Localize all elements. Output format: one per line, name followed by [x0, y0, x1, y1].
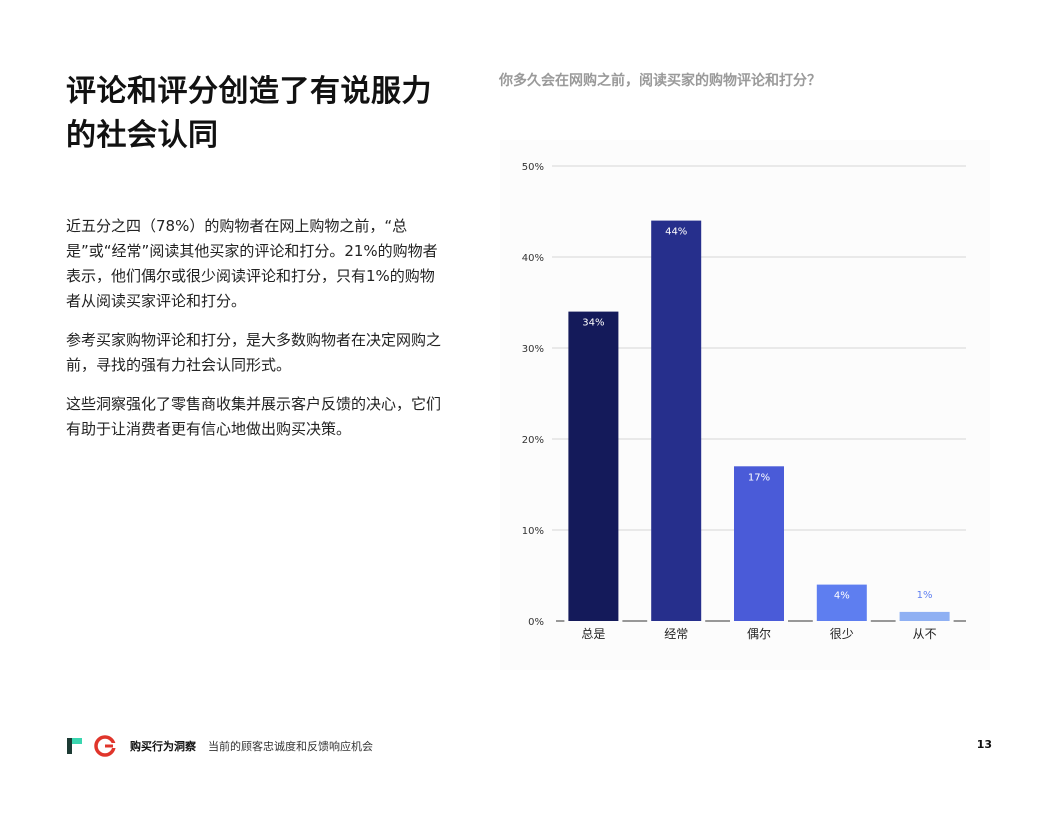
page-number: 13	[976, 738, 992, 751]
bar	[568, 311, 619, 621]
paragraph-1: 近五分之四（78%）的购物者在网上购物之前，“总是”或“经常”阅读其他买家的评论…	[66, 217, 438, 310]
y-tick-label: 20%	[522, 435, 544, 446]
bar	[899, 611, 950, 621]
body-text: 近五分之四（78%）的购物者在网上购物之前，“总是”或“经常”阅读其他买家的评论…	[66, 214, 442, 456]
y-tick-label: 0%	[528, 617, 544, 628]
footer-brand: 购买行为洞察	[130, 740, 196, 753]
bar-value-label: 1%	[917, 590, 933, 601]
y-tick-label: 40%	[522, 253, 544, 264]
footer-subtitle: 当前的顾客忠诚度和反馈响应机会	[208, 740, 373, 753]
bar	[651, 220, 702, 621]
bar-value-label: 44%	[665, 227, 687, 238]
chart-question: 你多久会在网购之前，阅读买家的购物评论和打分？	[499, 73, 821, 89]
x-category-label: 经常	[664, 627, 688, 641]
footer: 购买行为洞察 当前的顾客忠诚度和反馈响应机会 13	[66, 734, 992, 758]
brand-logo-icon	[67, 738, 82, 754]
paragraph-3: 这些洞察强化了零售商收集并展示客户反馈的决心，它们有助于让消费者更有信心地做出购…	[66, 395, 442, 438]
bar-value-label: 17%	[748, 472, 770, 483]
y-tick-label: 50%	[522, 162, 544, 173]
y-tick-label: 10%	[522, 526, 544, 537]
bar-chart: 0% 10% 20% 30% 40% 50% 34% 总是 44% 经常 17% 偶尔 4% 很少 1% 从不	[500, 140, 990, 670]
partner-logo-icon	[94, 735, 116, 757]
bar	[816, 584, 867, 621]
bar-value-label: 34%	[582, 318, 604, 329]
bar	[734, 466, 784, 621]
bar-value-label: 4%	[834, 591, 850, 602]
page-headline: 评论和评分创造了有说服力的社会认同	[66, 74, 432, 153]
x-category-label: 从不	[913, 627, 937, 641]
paragraph-2: 参考买家购物评论和打分，是大多数购物者在决定网购之前，寻找的强有力社会认同形式。	[66, 331, 442, 374]
x-category-label: 很少	[830, 627, 854, 641]
y-tick-label: 30%	[522, 344, 544, 355]
x-category-label: 总是	[581, 627, 605, 641]
x-category-label: 偶尔	[747, 626, 771, 641]
